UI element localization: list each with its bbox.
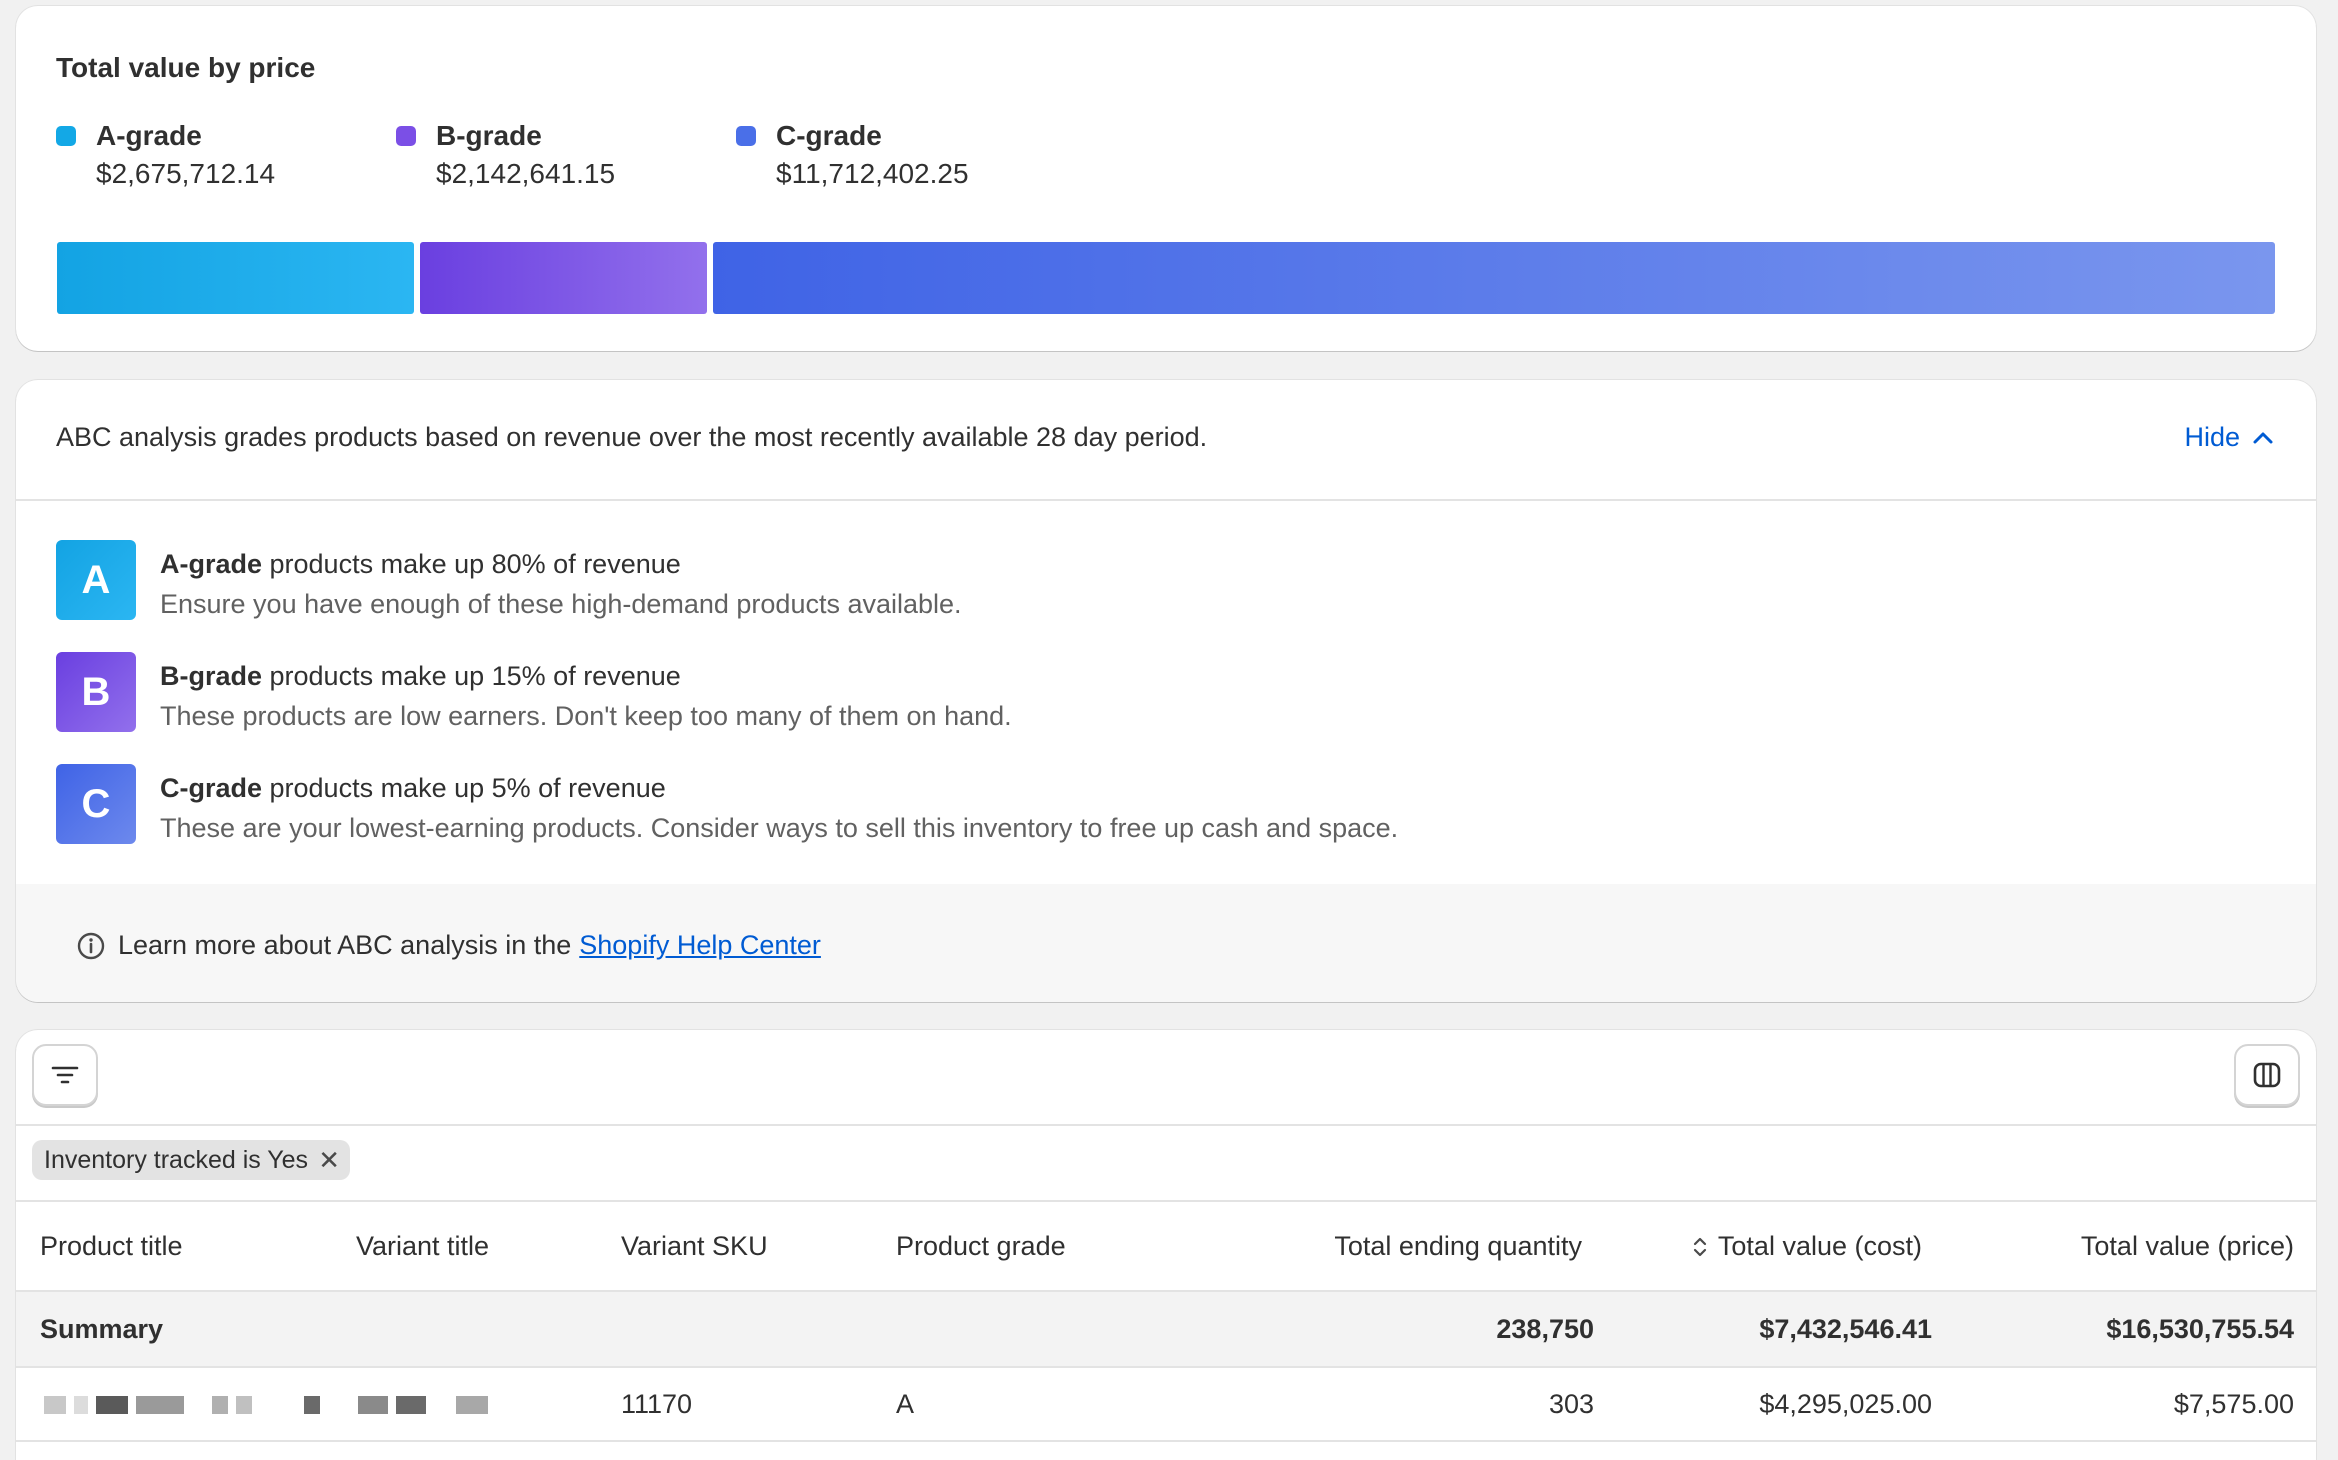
learn-more-text: Learn more about ABC analysis in the xyxy=(118,930,572,960)
inventory-table: Product title Variant title Variant SKU … xyxy=(16,1202,2316,1442)
column-header-product-title[interactable]: Product title xyxy=(16,1202,356,1292)
redacted-text xyxy=(136,1396,184,1415)
info-icon xyxy=(77,932,105,959)
grade-a-badge: A xyxy=(56,540,136,620)
column-header-total-value-cost[interactable]: Total value (cost) xyxy=(1626,1202,1976,1292)
abc-header: ABC analysis grades products based on re… xyxy=(16,380,2316,501)
table-toolbar xyxy=(16,1030,2316,1126)
column-header-label: Total value (cost) xyxy=(1717,1230,1922,1261)
legend-item-c: C-grade $11,712,402.25 xyxy=(736,118,1076,194)
empty-cell xyxy=(621,1291,896,1368)
columns-button[interactable] xyxy=(2234,1044,2300,1106)
abc-intro-text: ABC analysis grades products based on re… xyxy=(56,422,1208,452)
legend-name: A-grade xyxy=(96,120,202,151)
abc-footer: Learn more about ABC analysis in the Sho… xyxy=(16,884,2316,1002)
legend-value: $2,675,712.14 xyxy=(96,158,276,189)
redacted-text xyxy=(358,1396,388,1415)
close-icon[interactable]: ✕ xyxy=(318,1145,341,1175)
grade-c-badge: C xyxy=(56,764,136,844)
redacted-text xyxy=(96,1396,128,1415)
empty-cell xyxy=(896,1291,1226,1368)
summary-row: Summary 238,750 $7,432,546.41 $16,530,75… xyxy=(16,1291,2316,1368)
grade-a-row: A A-grade products make up 80% of revenu… xyxy=(56,540,962,624)
legend-value: $2,142,641.15 xyxy=(436,158,616,189)
sort-icon xyxy=(1693,1238,1707,1257)
grade-b-headline: B-grade products make up 15% of revenue xyxy=(160,661,681,691)
hide-label: Hide xyxy=(2184,422,2240,452)
summary-label: Summary xyxy=(16,1291,356,1368)
chevron-up-icon xyxy=(2253,432,2273,443)
abc-analysis-card: ABC analysis grades products based on re… xyxy=(16,380,2316,1002)
price-cell: $7,575.00 xyxy=(1976,1367,2316,1442)
filter-chip-inventory-tracked[interactable]: Inventory tracked is Yes ✕ xyxy=(32,1140,351,1180)
redacted-text xyxy=(44,1396,66,1415)
legend-name: B-grade xyxy=(436,120,542,151)
learn-more: Learn more about ABC analysis in the Sho… xyxy=(76,930,821,961)
filter-button[interactable] xyxy=(32,1044,98,1106)
summary-price: $16,530,755.54 xyxy=(1976,1291,2316,1368)
filter-chip-label: Inventory tracked is Yes xyxy=(44,1146,309,1174)
quantity-cell: 303 xyxy=(1226,1367,1626,1442)
redacted-product-cell[interactable] xyxy=(16,1367,621,1442)
total-value-card: Total value by price A-grade $2,675,712.… xyxy=(16,6,2316,351)
chart-legend: A-grade $2,675,712.14 B-grade $2,142,641… xyxy=(56,118,1076,194)
legend-dot-icon xyxy=(396,126,416,146)
grade-a-headline: A-grade products make up 80% of revenue xyxy=(160,549,681,579)
bar-segment-c-grade xyxy=(713,242,2275,314)
grade-c-detail: These are your lowest-earning products. … xyxy=(160,813,1399,843)
redacted-text xyxy=(236,1396,252,1415)
legend-name: C-grade xyxy=(776,120,882,151)
variant-sku-cell: 11170 xyxy=(621,1367,896,1442)
hide-button[interactable]: Hide xyxy=(2184,422,2274,453)
summary-quantity: 238,750 xyxy=(1226,1291,1626,1368)
grade-a-detail: Ensure you have enough of these high-dem… xyxy=(160,589,962,619)
grade-b-badge: B xyxy=(56,652,136,732)
bar-segment-b-grade xyxy=(420,242,707,314)
legend-dot-icon xyxy=(736,126,756,146)
applied-filters: Inventory tracked is Yes ✕ xyxy=(16,1126,2316,1202)
column-header-total-value-price[interactable]: Total value (price) xyxy=(1976,1202,2316,1292)
legend-dot-icon xyxy=(56,126,76,146)
columns-icon xyxy=(2253,1062,2281,1088)
column-header-variant-sku[interactable]: Variant SKU xyxy=(621,1202,896,1292)
legend-value: $11,712,402.25 xyxy=(776,158,969,189)
cost-cell: $4,295,025.00 xyxy=(1626,1367,1976,1442)
redacted-text xyxy=(396,1396,426,1415)
filter-icon xyxy=(51,1066,79,1084)
grade-c-headline: C-grade products make up 5% of revenue xyxy=(160,773,666,803)
redacted-text xyxy=(304,1396,320,1415)
stacked-value-bar xyxy=(57,242,2275,314)
product-grade-cell: A xyxy=(896,1367,1226,1442)
legend-item-b: B-grade $2,142,641.15 xyxy=(396,118,696,194)
inventory-table-card: Inventory tracked is Yes ✕ Product title… xyxy=(16,1030,2316,1460)
column-header-total-ending-quantity[interactable]: Total ending quantity xyxy=(1226,1202,1626,1292)
redacted-text xyxy=(212,1396,228,1415)
column-header-product-grade[interactable]: Product grade xyxy=(896,1202,1226,1292)
column-header-variant-title[interactable]: Variant title xyxy=(356,1202,621,1292)
summary-cost: $7,432,546.41 xyxy=(1626,1291,1976,1368)
grade-c-row: C C-grade products make up 5% of revenue… xyxy=(56,764,1398,848)
table-header-row: Product title Variant title Variant SKU … xyxy=(16,1202,2316,1292)
legend-item-a: A-grade $2,675,712.14 xyxy=(56,118,356,194)
help-center-link[interactable]: Shopify Help Center xyxy=(579,930,821,960)
redacted-text xyxy=(74,1396,88,1415)
redacted-text xyxy=(456,1396,488,1415)
grade-b-detail: These products are low earners. Don't ke… xyxy=(160,701,1012,731)
grade-b-row: B B-grade products make up 15% of revenu… xyxy=(56,652,1012,736)
table-row[interactable]: 11170 A 303 $4,295,025.00 $7,575.00 xyxy=(16,1367,2316,1442)
bar-segment-a-grade xyxy=(57,242,414,314)
card-title: Total value by price xyxy=(56,52,316,83)
empty-cell xyxy=(356,1291,621,1368)
